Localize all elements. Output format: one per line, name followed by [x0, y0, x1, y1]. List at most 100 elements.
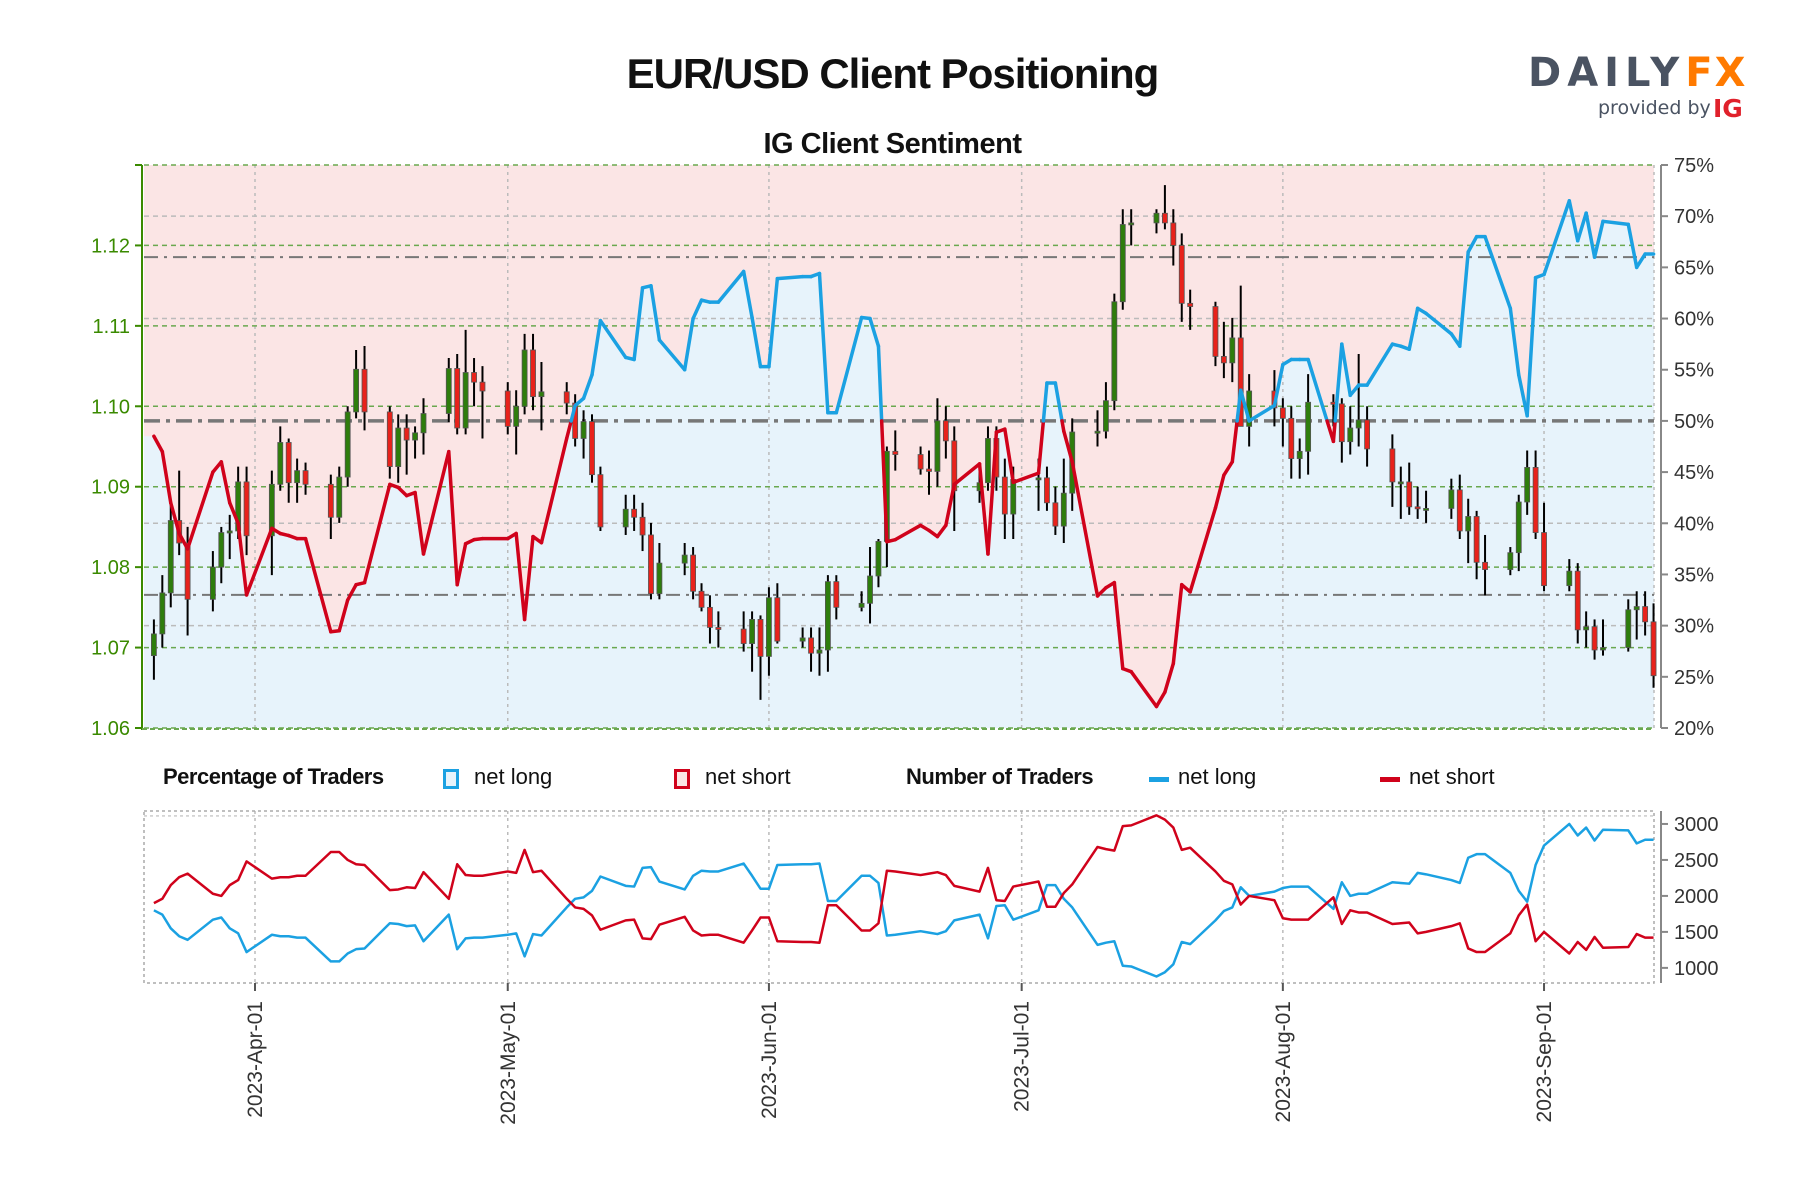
net-short-pct-segment: [236, 521, 249, 597]
candle-body-down: [504, 390, 511, 427]
net-short-pct-segment: [1062, 429, 1074, 464]
candle-body-down: [1473, 516, 1480, 563]
price-tick-label: 1.07: [91, 638, 130, 660]
candle-body-up: [1465, 516, 1472, 532]
net-short-pct-segment: [1230, 419, 1239, 464]
candle-body-up: [580, 421, 587, 439]
net-long-pct-segment: [1238, 388, 1251, 423]
candle-body-down: [1541, 532, 1547, 587]
candle: [892, 430, 899, 471]
net-long-pct-segment: [1348, 383, 1361, 398]
candle-body-up: [294, 470, 301, 484]
lower-panel-border: [143, 810, 1655, 984]
candle-body-up: [1305, 401, 1312, 452]
candle-body-up: [1515, 501, 1522, 554]
net-short-pct-segment: [413, 490, 426, 556]
count-tick-label: 1500: [1674, 922, 1719, 944]
candle-body-down: [1574, 570, 1581, 631]
candle-body-up: [1355, 419, 1362, 429]
candle: [268, 470, 275, 576]
candle: [538, 362, 545, 431]
candle: [209, 551, 216, 612]
candle: [1625, 599, 1632, 652]
net-short-pct-segment: [1011, 471, 1041, 485]
candle-body-up: [1448, 489, 1455, 509]
net-short-pct-segment: [1003, 427, 1015, 485]
price-tick-label: 1.06: [91, 718, 130, 740]
candle-body-down: [917, 454, 924, 470]
candle: [471, 358, 477, 407]
net-short-pct-segment: [1070, 460, 1100, 598]
candle: [412, 426, 418, 459]
candle: [799, 627, 806, 648]
candle-body-down: [1212, 306, 1219, 357]
net-long-pct-segment: [1333, 342, 1344, 423]
net-short-pct-segment: [944, 482, 957, 528]
candle-body-down: [361, 368, 368, 413]
candle: [243, 466, 250, 556]
candle-body-up: [1600, 647, 1606, 651]
candle: [917, 446, 924, 475]
candle: [934, 398, 941, 487]
net-long-pct-segment: [1306, 357, 1329, 423]
candle: [715, 611, 722, 648]
candle: [302, 462, 309, 495]
candle-body-down: [1220, 356, 1227, 364]
candle: [226, 514, 233, 560]
candle-body-up: [1507, 552, 1514, 570]
net-short-pct-segment: [1163, 661, 1176, 694]
count-tick-label: 2000: [1674, 886, 1719, 908]
candle-body-up: [656, 562, 663, 595]
candle-body-up: [749, 619, 755, 644]
net-short-pct-segment: [303, 536, 333, 634]
candle-body-up: [1633, 606, 1640, 611]
candle-body-up: [875, 541, 882, 577]
candle-body-down: [530, 349, 536, 398]
candle-body-down: [471, 372, 477, 383]
candle-body-down: [1162, 212, 1168, 224]
pct-tick-label: 20%: [1674, 718, 1714, 740]
net-short-pct-segment: [564, 419, 573, 441]
candle: [1119, 209, 1126, 310]
net-short-pct-segment: [1213, 473, 1226, 510]
candle-body-up: [1153, 212, 1160, 224]
candle-body-up: [1128, 222, 1135, 226]
candle-body-down: [327, 483, 334, 518]
net-short-pct-segment: [169, 501, 181, 536]
net-long-pct-segment: [632, 286, 645, 362]
net-short-pct-segment: [977, 462, 990, 556]
net-long-pct-segment: [1517, 373, 1529, 418]
candle-body-up: [277, 442, 284, 485]
date-tick-label: 2023-Apr-01: [244, 1001, 267, 1118]
price-tick-label: 1.08: [91, 557, 130, 579]
net-short-count-line: [153, 814, 1654, 955]
candle-body-down: [563, 391, 570, 404]
candle-body-down: [942, 420, 949, 442]
net-short-pct-segment: [362, 482, 392, 585]
candle: [926, 450, 932, 495]
candle: [159, 575, 166, 648]
candle: [985, 426, 991, 491]
legend-num-long-swatch-icon: [1149, 777, 1169, 782]
candle: [1448, 478, 1455, 519]
net-long-count-line: [153, 822, 1654, 978]
date-tick-label: 2023-Sep-01: [1533, 1001, 1556, 1122]
net-long-pct-segment: [1592, 219, 1605, 259]
candle: [277, 426, 284, 491]
net-long-pct-segment: [691, 298, 704, 321]
net-long-pct-segment: [741, 269, 754, 320]
candle-body-up: [167, 520, 174, 594]
candle-body-down: [1482, 561, 1488, 570]
net-short-pct-segment: [1222, 460, 1235, 477]
candle-body-down: [690, 554, 696, 592]
candle: [1355, 354, 1362, 447]
candle: [1187, 289, 1194, 330]
candle: [1482, 534, 1488, 596]
pct-tick-label: 45%: [1674, 462, 1714, 484]
candle: [530, 333, 536, 411]
legend-pct-short-label: net short: [705, 764, 791, 789]
candle: [1566, 559, 1573, 592]
candle: [1364, 406, 1370, 467]
net-long-pct-segment: [767, 276, 780, 369]
candle: [294, 458, 301, 503]
